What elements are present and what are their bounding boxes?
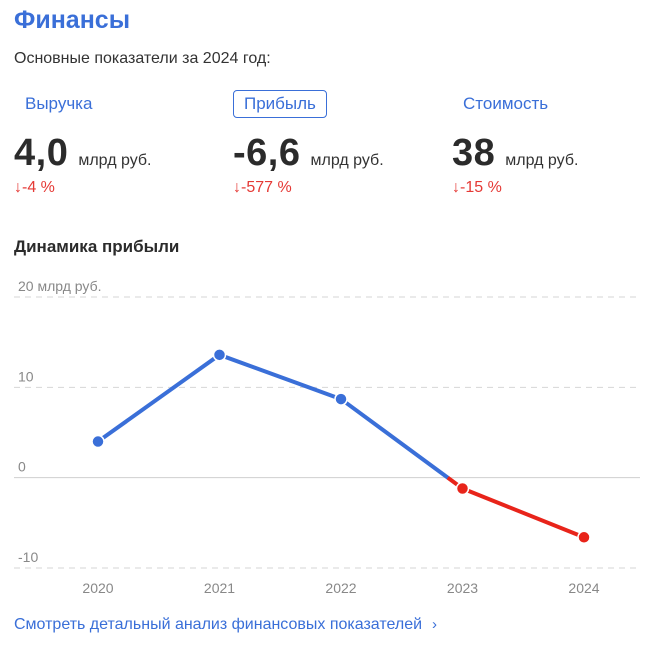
metric-change: ↓-577 % [233,179,292,196]
data-point[interactable] [455,481,470,496]
profit-chart: 20 млрд руб. 10 0 -10 2020 2021 2022 2023 2024 [14,278,640,596]
x-tick-label: 2021 [204,580,235,596]
metric-value: 38 [452,132,496,174]
metric-unit: млрд руб. [78,152,152,169]
data-point[interactable] [91,434,105,449]
metric-tab-revenue[interactable]: Выручка [25,94,93,113]
y-tick-label: -10 [18,549,38,565]
chart-title: Динамика прибыли [14,237,180,256]
series-line-segment [96,352,222,444]
data-point[interactable] [577,530,591,545]
metric-revenue: Выручка 4,0 млрд руб. ↓-4 % [14,90,224,197]
series-line-segment [217,352,343,402]
x-tick-label: 2020 [82,580,113,596]
x-tick-label: 2024 [568,580,599,596]
metric-change: ↓-4 % [14,179,55,196]
metric-change: ↓-15 % [452,179,502,196]
data-point[interactable] [334,392,348,406]
detailed-analysis-link-label: Смотреть детальный анализ финансовых пок… [14,616,423,633]
x-tick-label: 2022 [325,580,356,596]
y-tick-label: 0 [18,459,26,475]
metric-profit: Прибыль -6,6 млрд руб. ↓-577 % [233,90,443,197]
metric-tab-cost[interactable]: Стоимость [463,94,549,113]
detailed-analysis-link[interactable]: Смотреть детальный анализ финансовых пок… [14,616,437,634]
chevron-right-icon: › [432,616,438,633]
metric-value: -6,6 [233,132,301,174]
page-subtitle: Основные показатели за 2024 год: [14,50,271,67]
metric-tab-profit[interactable]: Прибыль [233,90,327,118]
metric-unit: млрд руб. [310,152,384,169]
metric-value: 4,0 [14,132,69,174]
data-point[interactable] [212,348,227,362]
series-line-segment [339,397,465,491]
page-title: Финансы [14,6,131,34]
metric-unit: млрд руб. [505,152,579,169]
y-tick-label: 20 млрд руб. [18,278,101,294]
x-tick-label: 2023 [447,580,478,596]
metric-cost: Стоимость 38 млрд руб. ↓-15 % [452,90,648,197]
y-tick-label: 10 [18,368,34,384]
series-line-segment [460,486,586,540]
